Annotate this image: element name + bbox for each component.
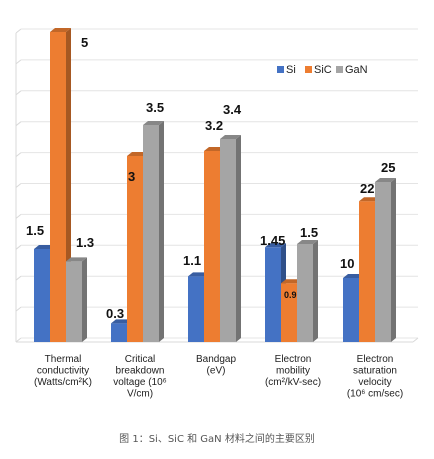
- bar-sic-0: [50, 32, 66, 342]
- category-label-0: Thermal: [45, 354, 82, 365]
- data-label-gan-3: 1.5: [300, 225, 318, 240]
- figure-caption: 图 1：Si、SiC 和 GaN 材料之间的主要区别: [119, 434, 315, 445]
- category-label-1: Critical: [125, 354, 156, 365]
- bar-top-sic-2: [204, 146, 225, 151]
- legend-label-sic: SiC: [314, 64, 332, 76]
- bar-side-gan-2: [236, 135, 241, 342]
- bar-top-si-0: [34, 245, 55, 249]
- floor-right-edge: [412, 337, 419, 343]
- gridline-tick: [15, 214, 22, 219]
- bar-top-gan-2: [220, 135, 241, 139]
- data-label-gan-0: 1.3: [76, 235, 94, 250]
- bar-top-gan-4: [375, 178, 396, 182]
- gridline-tick: [15, 121, 22, 127]
- bar-side-gan-1: [159, 121, 164, 342]
- bar-top-sic-1: [127, 152, 148, 156]
- bar-gan-1: [143, 125, 159, 342]
- data-label-si-4: 10: [340, 256, 354, 271]
- bar-top-gan-0: [66, 257, 87, 262]
- gridline-tick: [15, 244, 22, 250]
- legend-label-gan: GaN: [345, 64, 368, 76]
- gridline-tick: [15, 28, 22, 34]
- bar-top-si-2: [188, 272, 209, 277]
- bar-sic-1: [127, 156, 143, 342]
- gridline-tick: [15, 152, 22, 157]
- data-label-si-2: 1.1: [183, 253, 201, 268]
- category-label-1: breakdown: [116, 366, 165, 377]
- bar-side-gan-0: [82, 257, 87, 342]
- bar-gan-0: [66, 261, 82, 342]
- data-label-gan-1: 3.5: [146, 100, 164, 115]
- gridline-tick: [15, 183, 22, 188]
- gridline-tick: [15, 275, 22, 281]
- data-label-si-1: 0.3: [106, 306, 124, 321]
- legend-label-si: Si: [286, 64, 296, 76]
- gridline-tick: [15, 337, 22, 343]
- bar-sic-4: [359, 201, 375, 342]
- gridline-tick: [15, 59, 22, 65]
- data-label-sic-3: 0.9: [284, 290, 297, 300]
- category-label-4: velocity: [358, 377, 391, 388]
- bar-top-si-3: [265, 243, 286, 248]
- bar-side-gan-3: [313, 240, 318, 342]
- category-label-2: (eV): [207, 366, 226, 377]
- bar-top-si-4: [343, 274, 364, 278]
- category-label-1: voltage (10⁶: [113, 377, 167, 388]
- bar-top-gan-3: [297, 240, 318, 244]
- legend-swatch-gan: [336, 66, 343, 73]
- bar-top-sic-0: [50, 28, 71, 32]
- bar-si-1: [111, 323, 127, 342]
- legend-swatch-sic: [305, 66, 312, 73]
- bar-si-4: [343, 278, 359, 342]
- bar-si-2: [188, 276, 204, 342]
- bar-top-si-1: [111, 319, 132, 324]
- bar-side-gan-4: [391, 178, 396, 342]
- bar-top-sic-4: [359, 197, 380, 202]
- data-label-sic-2: 3.2: [205, 118, 223, 133]
- legend-swatch-si: [277, 66, 284, 73]
- bar-sic-2: [204, 150, 220, 342]
- category-label-4: Electron: [357, 354, 394, 365]
- category-label-0: conductivity: [37, 366, 89, 377]
- data-label-sic-4: 22: [360, 181, 374, 196]
- category-label-3: (cm²/kV-sec): [265, 377, 321, 388]
- data-label-si-0: 1.5: [26, 223, 44, 238]
- category-label-1: V/cm): [127, 389, 153, 400]
- category-label-4: (10⁶ cm/sec): [347, 389, 403, 400]
- data-label-gan-2: 3.4: [223, 102, 242, 117]
- data-label-si-3: 1.45: [260, 233, 285, 248]
- bar-gan-4: [375, 182, 391, 342]
- bar-gan-2: [220, 139, 236, 342]
- data-label-sic-1: 3: [128, 169, 135, 184]
- category-label-2: Bandgap: [196, 354, 236, 365]
- data-label-sic-0: 5: [81, 35, 88, 50]
- bar-gan-3: [297, 244, 313, 342]
- category-label-3: Electron: [275, 354, 312, 365]
- gridline-tick: [15, 90, 22, 96]
- category-label-0: (Watts/cm²K): [34, 377, 92, 388]
- data-label-gan-4: 25: [381, 160, 395, 175]
- bar-si-3: [265, 247, 281, 342]
- gridline-tick: [15, 306, 22, 312]
- bar-top-gan-1: [143, 121, 164, 125]
- bar-sic-3: [281, 283, 297, 342]
- bar-top-sic-3: [281, 279, 302, 284]
- category-label-3: mobility: [276, 366, 310, 377]
- category-label-4: saturation: [353, 366, 397, 377]
- bar-si-0: [34, 249, 50, 342]
